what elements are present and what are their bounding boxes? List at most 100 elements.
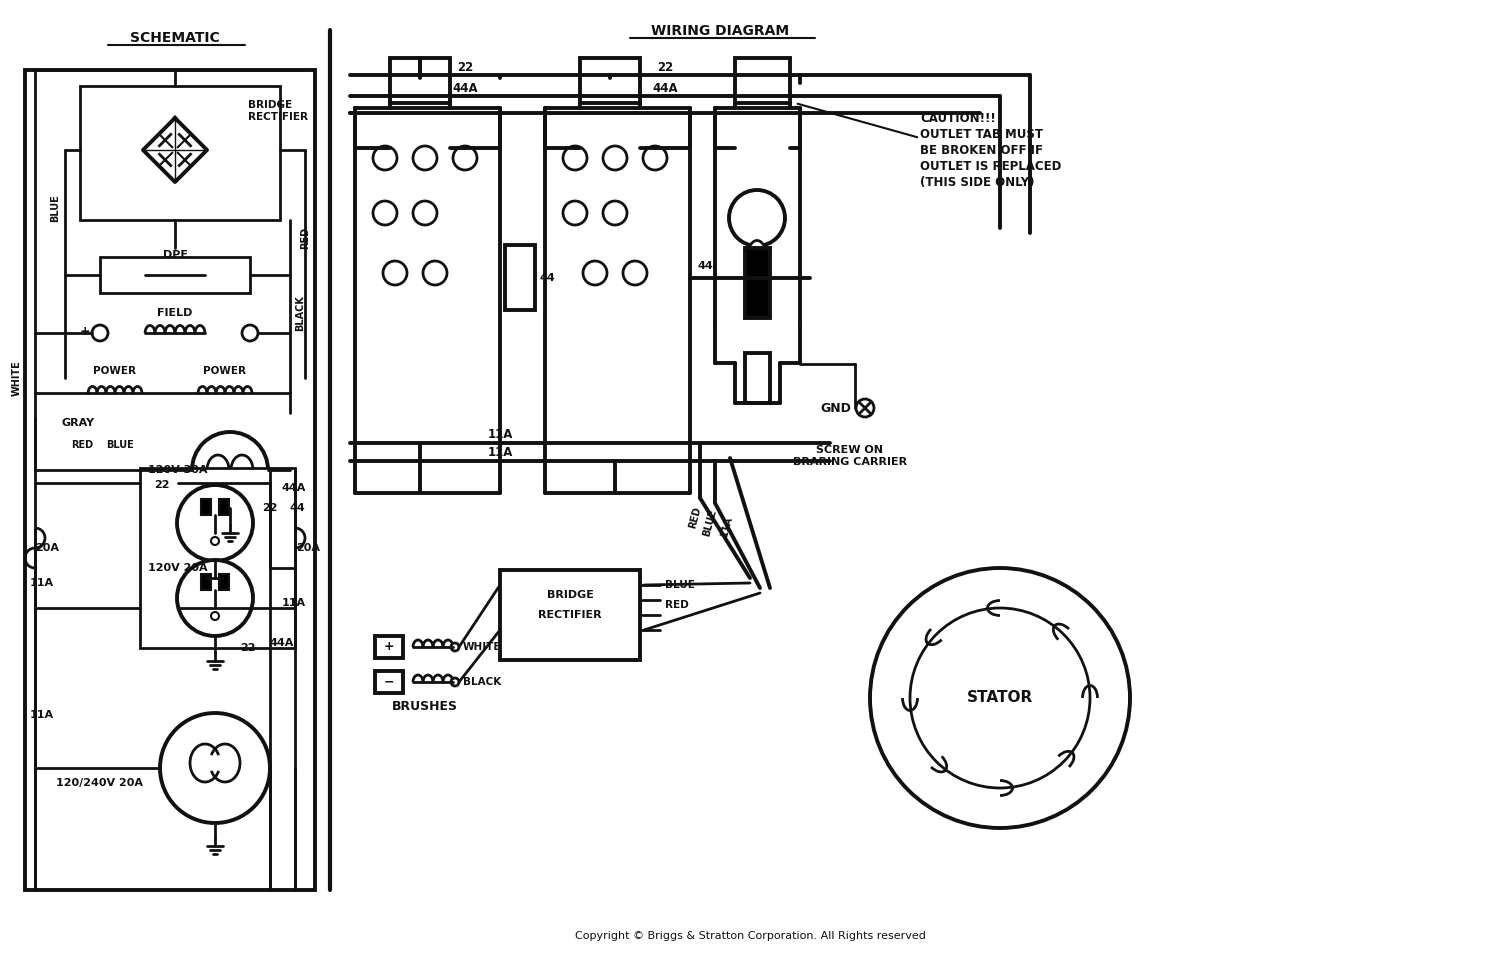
Circle shape (160, 713, 270, 823)
Bar (390, 58, 450, 103)
Circle shape (453, 146, 477, 170)
Text: 11A: 11A (488, 445, 513, 459)
Text: WHITE: WHITE (464, 642, 501, 652)
Text: 120V 20A: 120V 20A (148, 563, 207, 573)
Bar (506, 245, 536, 310)
Text: BRUSHES: BRUSHES (392, 699, 458, 713)
Text: 22: 22 (154, 480, 170, 490)
Circle shape (242, 325, 258, 341)
Text: 11A: 11A (488, 427, 513, 441)
Text: RED: RED (300, 227, 310, 249)
Circle shape (374, 146, 398, 170)
Text: 120/240V 20A: 120/240V 20A (57, 778, 144, 788)
Text: GRAY: GRAY (62, 418, 94, 428)
Text: 44: 44 (290, 503, 304, 513)
Text: CAUTION!!!: CAUTION!!! (920, 111, 996, 125)
Bar (735, 58, 790, 103)
Text: 44A: 44A (270, 638, 294, 648)
Text: OUTLET TAB MUST: OUTLET TAB MUST (920, 127, 1042, 141)
Circle shape (423, 261, 447, 285)
Text: RECTIFIER: RECTIFIER (538, 610, 602, 620)
Text: STATOR: STATOR (968, 691, 1034, 705)
Circle shape (562, 146, 586, 170)
Text: (THIS SIDE ONLY): (THIS SIDE ONLY) (920, 175, 1035, 189)
Text: 44A: 44A (452, 81, 478, 95)
Circle shape (413, 146, 436, 170)
Ellipse shape (746, 240, 768, 285)
Text: 44: 44 (540, 273, 555, 283)
Bar (375, 636, 404, 658)
Text: BE BROKEN OFF IF: BE BROKEN OFF IF (920, 144, 1042, 156)
Bar (80, 86, 280, 220)
Text: 20A: 20A (296, 543, 320, 553)
Bar (580, 58, 640, 103)
Bar (140, 468, 296, 648)
Bar (746, 353, 770, 403)
Text: 22: 22 (240, 643, 255, 653)
Circle shape (870, 568, 1130, 828)
Bar (201, 499, 211, 515)
Bar (219, 574, 230, 590)
Circle shape (374, 201, 398, 225)
Text: POWER: POWER (204, 366, 246, 376)
Bar (375, 671, 404, 693)
Bar (26, 70, 315, 890)
Text: WIRING DIAGRAM: WIRING DIAGRAM (651, 24, 789, 38)
Text: 11A: 11A (30, 710, 54, 720)
Text: Copyright © Briggs & Stratton Corporation. All Rights reserved: Copyright © Briggs & Stratton Corporatio… (574, 931, 926, 941)
Text: 44A: 44A (282, 483, 306, 493)
Text: 22: 22 (657, 60, 674, 74)
Text: BRIDGE: BRIDGE (546, 590, 594, 600)
Text: +: + (384, 641, 394, 653)
Bar (746, 248, 770, 318)
Text: OUTLET IS REPLACED: OUTLET IS REPLACED (920, 159, 1062, 172)
Circle shape (211, 537, 219, 545)
Text: GND: GND (821, 401, 850, 415)
Circle shape (644, 146, 668, 170)
Circle shape (452, 643, 459, 651)
Text: BLUE: BLUE (664, 580, 694, 590)
Text: RED: RED (70, 440, 93, 450)
Text: FIELD: FIELD (158, 308, 192, 318)
Circle shape (211, 612, 219, 620)
Text: BRIDGE
RECTIFIER: BRIDGE RECTIFIER (248, 100, 308, 122)
Bar (201, 574, 211, 590)
Text: +: + (80, 325, 90, 337)
Text: POWER: POWER (93, 366, 136, 376)
Circle shape (177, 560, 254, 636)
Bar (500, 570, 640, 660)
Text: −: − (384, 675, 394, 689)
Circle shape (382, 261, 406, 285)
Text: SCHEMATIC: SCHEMATIC (130, 31, 220, 45)
Text: RED: RED (664, 600, 688, 610)
Circle shape (856, 399, 874, 417)
Circle shape (192, 432, 268, 508)
Text: 44: 44 (698, 261, 712, 271)
Text: DPE: DPE (162, 250, 188, 260)
Text: WHITE: WHITE (12, 360, 22, 396)
Text: BLUE: BLUE (106, 440, 134, 450)
Circle shape (452, 678, 459, 686)
Text: 20A: 20A (34, 543, 58, 553)
Circle shape (729, 190, 784, 246)
Text: 44A: 44A (652, 81, 678, 95)
Circle shape (177, 485, 254, 561)
Text: BLUE: BLUE (702, 509, 718, 537)
Circle shape (603, 201, 627, 225)
Circle shape (622, 261, 646, 285)
Text: 120V 30A: 120V 30A (148, 465, 207, 475)
Circle shape (910, 608, 1090, 788)
Text: 11A: 11A (720, 514, 735, 537)
Text: 11A: 11A (282, 598, 306, 608)
Bar (100, 257, 250, 293)
Text: BLUE: BLUE (50, 194, 60, 222)
Text: SCREW ON
BRARING CARRIER: SCREW ON BRARING CARRIER (794, 445, 907, 467)
Text: RED: RED (687, 506, 702, 530)
Circle shape (413, 201, 436, 225)
Text: 22: 22 (458, 60, 472, 74)
Circle shape (562, 201, 586, 225)
Text: BLACK: BLACK (464, 677, 501, 687)
Text: BLACK: BLACK (296, 295, 304, 331)
Circle shape (584, 261, 608, 285)
Circle shape (92, 325, 108, 341)
